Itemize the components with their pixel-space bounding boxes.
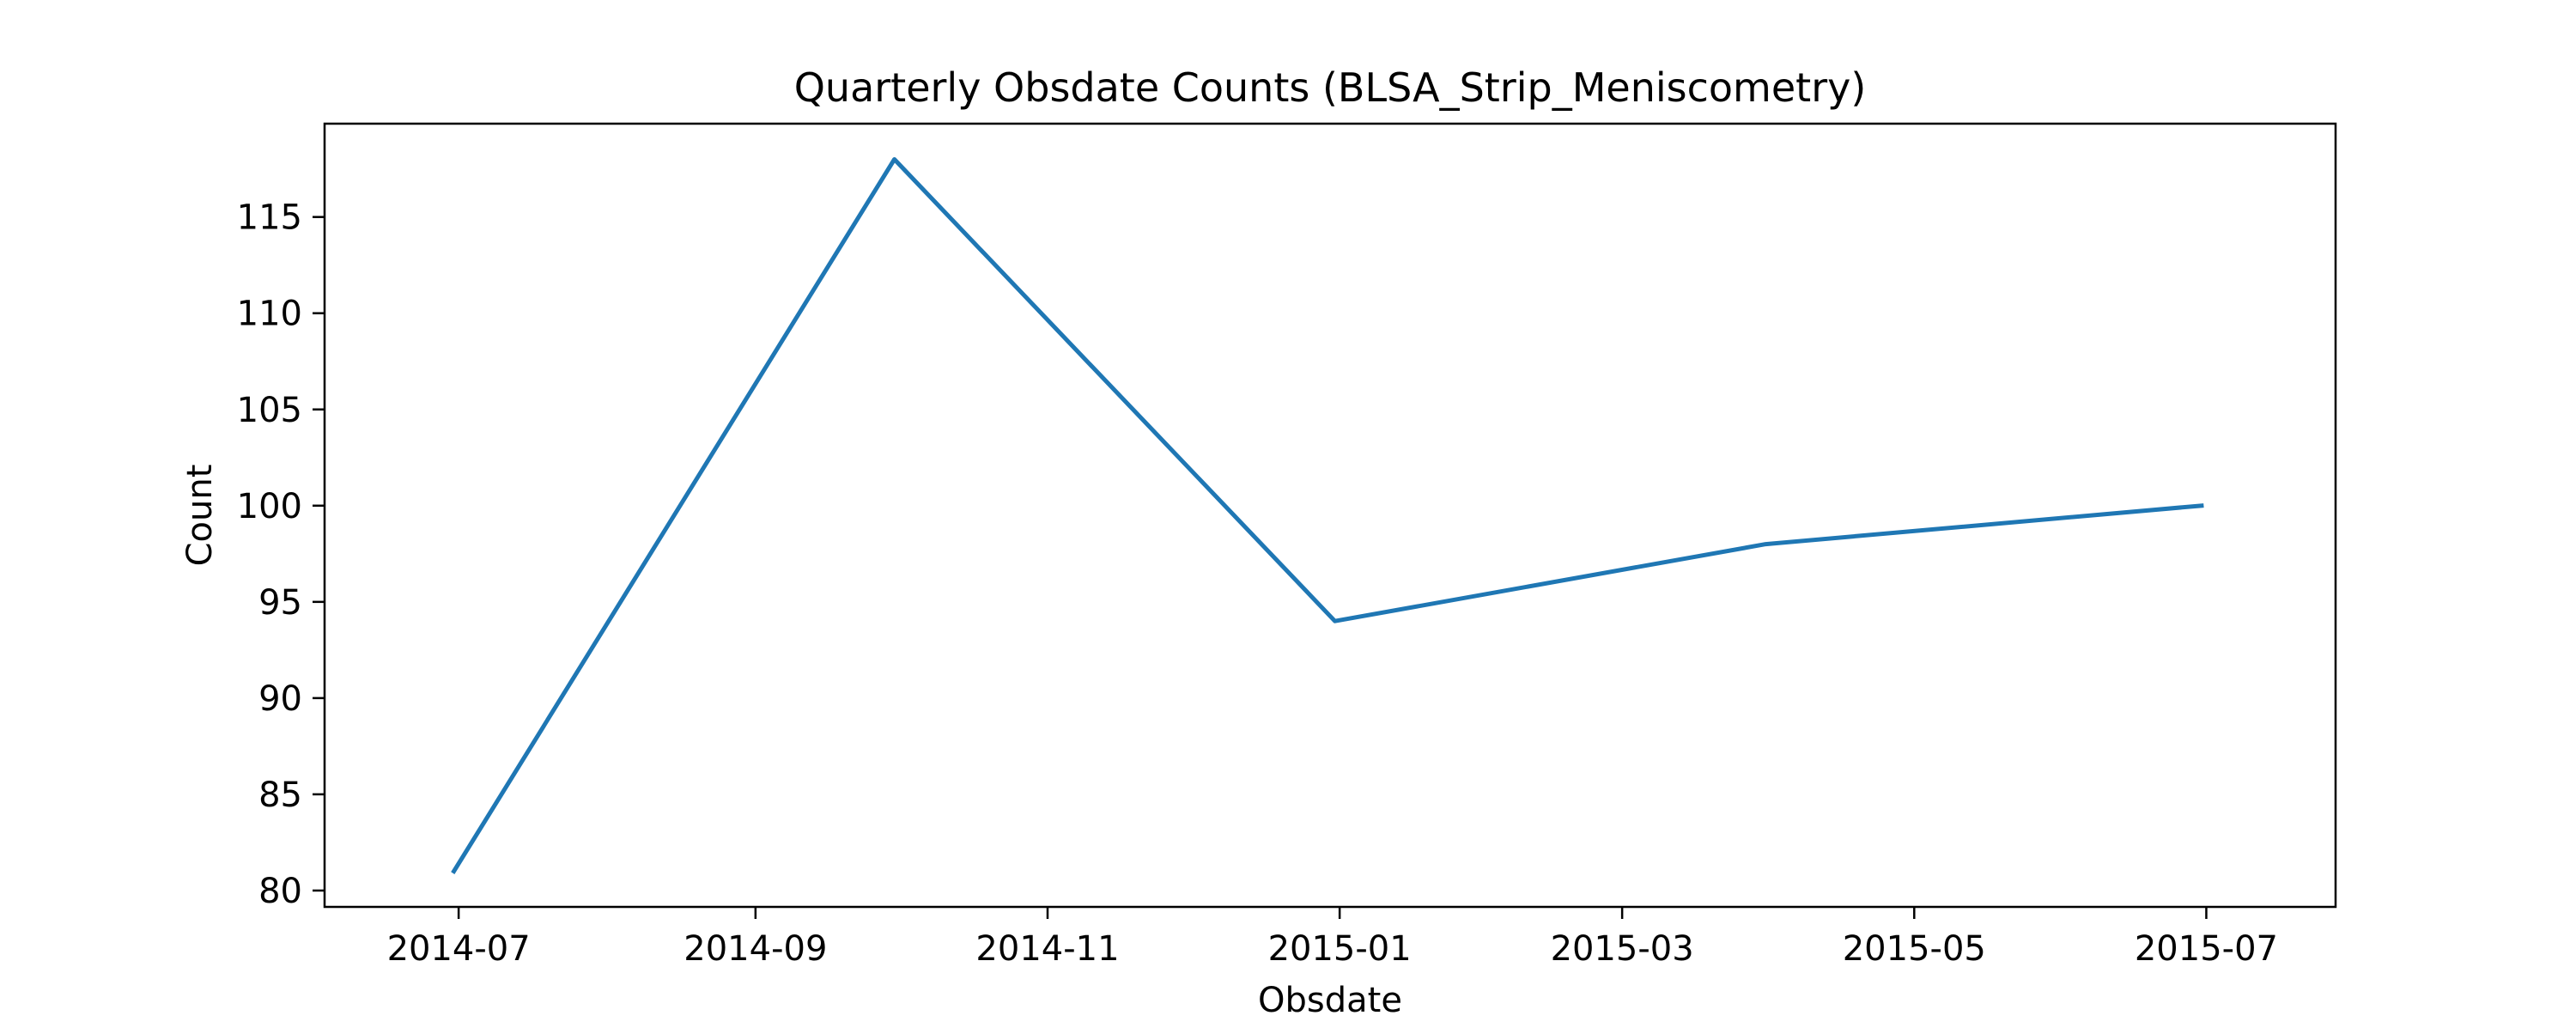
x-tick-label: 2014-07 [387,929,531,969]
x-tick-label: 2014-09 [683,929,827,969]
y-tick-label: 95 [258,583,302,623]
x-tick-label: 2015-07 [2135,929,2278,969]
x-tick-label: 2014-11 [975,929,1119,969]
x-axis-label: Obsdate [1258,981,1402,1020]
chart-title: Quarterly Obsdate Counts (BLSA_Strip_Men… [794,64,1867,111]
y-tick-label: 80 [258,872,302,911]
y-tick-label: 115 [237,198,302,238]
y-tick-label: 100 [237,487,302,526]
y-axis-label: Count [180,465,220,567]
x-tick-label: 2015-05 [1843,929,1986,969]
y-tick-label: 105 [237,391,302,430]
x-tick-label: 2015-01 [1268,929,1412,969]
y-tick-label: 85 [258,776,302,815]
y-tick-label: 90 [258,679,302,719]
y-tick-label: 110 [237,295,302,334]
x-tick-label: 2015-03 [1551,929,1694,969]
